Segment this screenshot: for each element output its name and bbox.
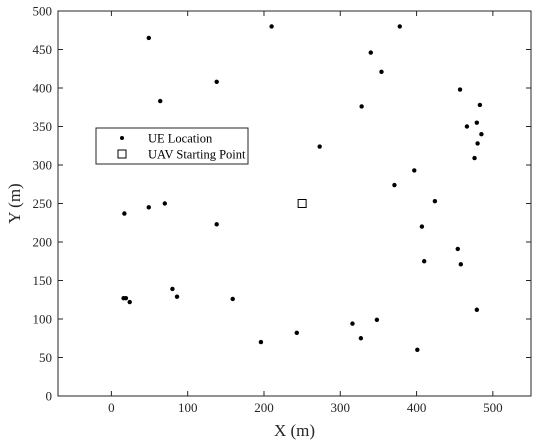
y-tick-label: 200 xyxy=(33,235,53,250)
plot-area xyxy=(58,11,531,396)
ue-point xyxy=(412,168,417,173)
x-tick-label: 400 xyxy=(407,400,427,415)
ue-point xyxy=(146,35,151,41)
ue-point xyxy=(294,330,299,336)
ue-point xyxy=(474,120,480,125)
y-tick-label: 450 xyxy=(33,42,53,57)
ue-point xyxy=(350,321,355,326)
ue-point xyxy=(162,201,168,206)
y-tick-label: 0 xyxy=(46,389,53,404)
ue-point xyxy=(174,294,180,299)
ue-point xyxy=(269,24,274,29)
y-axis-label: Y (m) xyxy=(5,183,24,223)
ue-point xyxy=(472,155,477,161)
ue-point xyxy=(317,144,322,149)
legend-square-marker xyxy=(117,149,127,159)
ue-point xyxy=(230,296,235,302)
ue-point xyxy=(421,259,427,264)
y-tick-label: 100 xyxy=(33,312,53,327)
x-tick-label: 100 xyxy=(178,400,198,415)
y-tick-label: 400 xyxy=(33,81,53,96)
x-tick-label: 300 xyxy=(331,400,351,415)
ue-point xyxy=(475,141,480,146)
y-tick-label: 500 xyxy=(33,4,53,19)
ue-point xyxy=(457,87,463,92)
y-tick-label: 50 xyxy=(39,350,52,365)
ue-point xyxy=(258,339,264,345)
legend-dot-marker xyxy=(120,136,124,140)
ue-point xyxy=(368,50,373,55)
y-tick-label: 350 xyxy=(33,119,53,134)
axes-box xyxy=(57,10,532,397)
ue-point xyxy=(415,347,420,352)
x-tick-label: 500 xyxy=(483,400,503,415)
legend-label-uav-starting-point: UAV Starting Point xyxy=(148,148,246,162)
ue-point xyxy=(474,307,480,312)
ue-point xyxy=(170,286,175,292)
ue-point xyxy=(123,296,129,301)
ue-point xyxy=(122,211,127,216)
legend: UE Location UAV Starting Point xyxy=(95,127,249,165)
ue-point xyxy=(214,222,219,227)
y-tick-label: 150 xyxy=(33,273,53,288)
ue-point xyxy=(214,79,219,85)
ue-point xyxy=(359,104,364,109)
ue-point xyxy=(358,336,364,341)
legend-label-ue-location: UE Location xyxy=(148,132,213,146)
data-points xyxy=(121,24,484,352)
ue-point xyxy=(464,124,470,129)
ue-point xyxy=(379,69,384,75)
ue-point xyxy=(432,198,438,204)
ue-point xyxy=(397,24,402,29)
uav-start-marker xyxy=(297,199,307,208)
ue-point xyxy=(158,98,163,104)
ue-point xyxy=(127,299,132,305)
ue-point xyxy=(146,205,151,210)
ue-point xyxy=(477,102,483,108)
ue-point xyxy=(419,224,425,229)
axis-ticks: 0 100 200 300 400 500 0 50 100 150 200 250 300 350 400… xyxy=(33,4,531,415)
y-tick-label: 300 xyxy=(33,158,53,173)
ue-point xyxy=(479,132,484,137)
ue-point xyxy=(455,246,460,252)
x-tick-label: 200 xyxy=(254,400,274,415)
x-axis-label: X (m) xyxy=(274,421,315,440)
ue-point xyxy=(458,262,464,267)
ue-point xyxy=(392,182,397,188)
ue-point xyxy=(374,317,380,322)
x-tick-label: 0 xyxy=(108,400,115,415)
y-tick-label: 250 xyxy=(33,196,53,211)
